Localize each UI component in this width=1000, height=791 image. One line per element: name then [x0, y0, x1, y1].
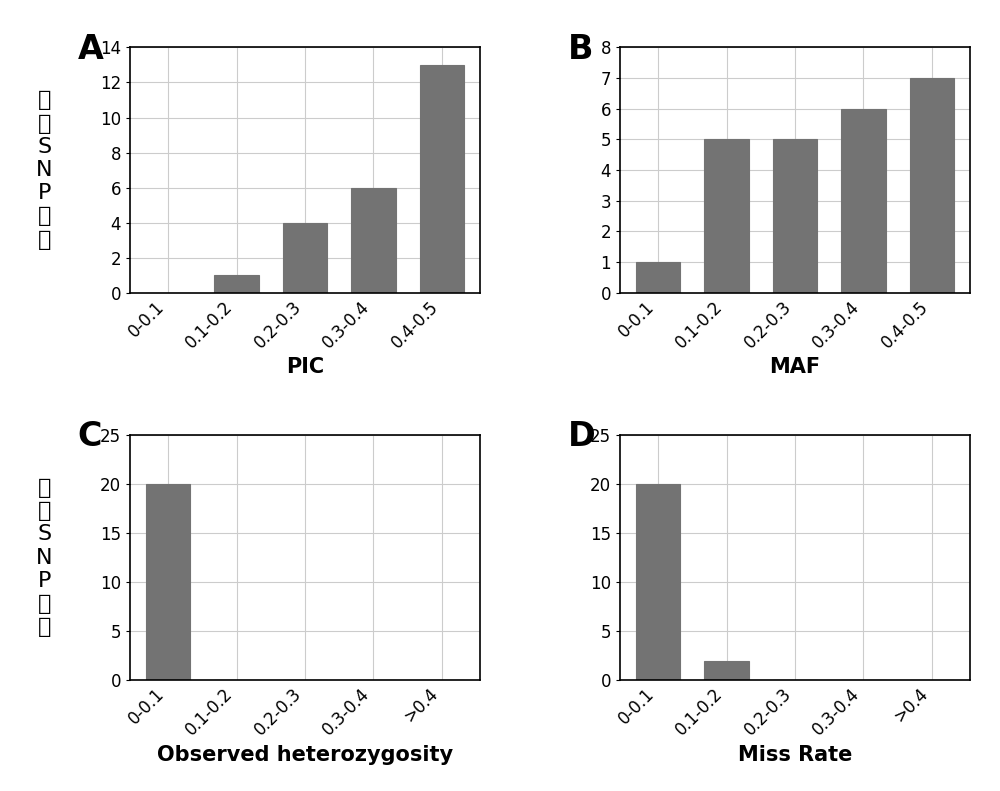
Bar	[351, 187, 396, 293]
Bar	[146, 484, 190, 680]
Bar	[636, 484, 680, 680]
X-axis label: MAF: MAF	[769, 358, 821, 377]
Bar	[636, 262, 680, 293]
Bar	[704, 139, 749, 293]
Text: C: C	[78, 420, 102, 453]
Y-axis label: 核
心
S
N
P
个
数: 核 心 S N P 个 数	[36, 90, 52, 250]
Text: B: B	[568, 32, 593, 66]
Bar	[283, 222, 327, 293]
Text: D: D	[568, 420, 595, 453]
Bar	[773, 139, 817, 293]
X-axis label: Observed heterozygosity: Observed heterozygosity	[157, 745, 453, 765]
Bar	[420, 65, 464, 293]
Bar	[704, 660, 749, 680]
Bar	[910, 78, 954, 293]
X-axis label: Miss Rate: Miss Rate	[738, 745, 852, 765]
Bar	[214, 275, 259, 293]
Bar	[841, 109, 886, 293]
Y-axis label: 核
心
S
N
P
个
数: 核 心 S N P 个 数	[36, 478, 53, 638]
Text: A: A	[78, 32, 103, 66]
X-axis label: PIC: PIC	[286, 358, 324, 377]
